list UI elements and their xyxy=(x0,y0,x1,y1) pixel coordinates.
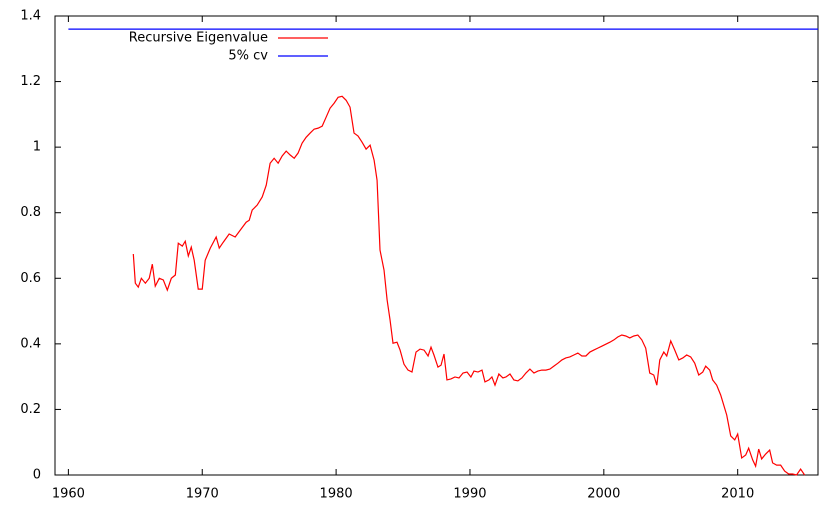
y-tick-label: 1 xyxy=(33,140,41,155)
y-tick-label: 0.8 xyxy=(20,205,41,220)
legend-label: 5% cv xyxy=(228,49,268,64)
legend-label: Recursive Eigenvalue xyxy=(129,31,268,46)
y-tick-label: 0.6 xyxy=(20,271,41,286)
x-tick-label: 2010 xyxy=(721,487,754,502)
x-tick-label: 1980 xyxy=(320,487,353,502)
y-tick-label: 0.2 xyxy=(20,402,41,417)
x-tick-label: 1990 xyxy=(453,487,486,502)
y-tick-label: 1.4 xyxy=(20,9,41,24)
x-tick-label: 1960 xyxy=(52,487,85,502)
x-tick-label: 1970 xyxy=(186,487,219,502)
plot-frame xyxy=(54,15,819,476)
y-tick-label: 0 xyxy=(33,468,41,483)
x-tick-label: 2000 xyxy=(587,487,620,502)
y-tick-label: 0.4 xyxy=(20,336,41,351)
series-line xyxy=(132,95,806,476)
y-tick-label: 1.2 xyxy=(20,74,41,89)
